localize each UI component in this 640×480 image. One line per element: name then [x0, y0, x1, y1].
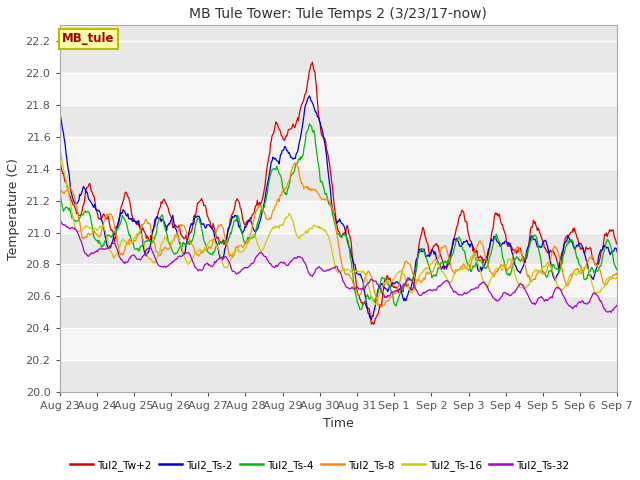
- Title: MB Tule Tower: Tule Temps 2 (3/23/17-now): MB Tule Tower: Tule Temps 2 (3/23/17-now…: [189, 7, 487, 21]
- Legend: Tul2_Tw+2, Tul2_Ts-2, Tul2_Ts-4, Tul2_Ts-8, Tul2_Ts-16, Tul2_Ts-32: Tul2_Tw+2, Tul2_Ts-2, Tul2_Ts-4, Tul2_Ts…: [67, 456, 573, 475]
- Bar: [60, 328, 617, 360]
- Bar: [60, 137, 617, 168]
- Bar: [60, 73, 617, 105]
- Bar: [60, 232, 617, 264]
- Bar: [60, 168, 617, 201]
- Bar: [60, 201, 617, 232]
- Bar: [60, 297, 617, 328]
- Bar: [60, 105, 617, 137]
- Bar: [60, 41, 617, 73]
- Y-axis label: Temperature (C): Temperature (C): [7, 157, 20, 260]
- X-axis label: Time: Time: [323, 417, 354, 430]
- Text: MB_tule: MB_tule: [62, 32, 115, 45]
- Bar: [60, 360, 617, 392]
- Bar: [60, 264, 617, 297]
